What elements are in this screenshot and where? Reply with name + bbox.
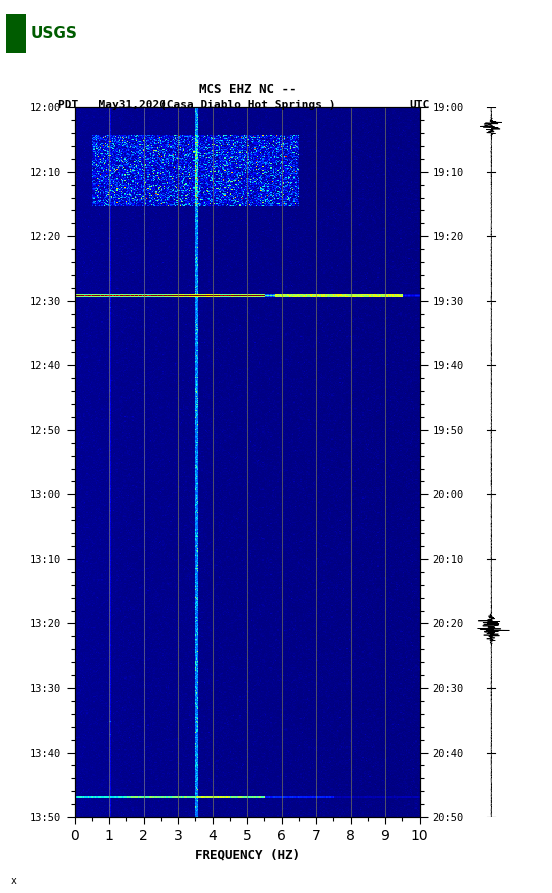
Text: PDT   May31,2020: PDT May31,2020 [58, 100, 166, 111]
Text: UTC: UTC [410, 100, 429, 111]
Text: (Casa Diablo Hot Springs ): (Casa Diablo Hot Springs ) [160, 100, 335, 111]
Text: MCS EHZ NC --: MCS EHZ NC -- [199, 83, 296, 96]
X-axis label: FREQUENCY (HZ): FREQUENCY (HZ) [194, 848, 300, 862]
FancyBboxPatch shape [6, 13, 25, 53]
Text: USGS: USGS [31, 26, 77, 41]
Text: x: x [11, 876, 17, 886]
